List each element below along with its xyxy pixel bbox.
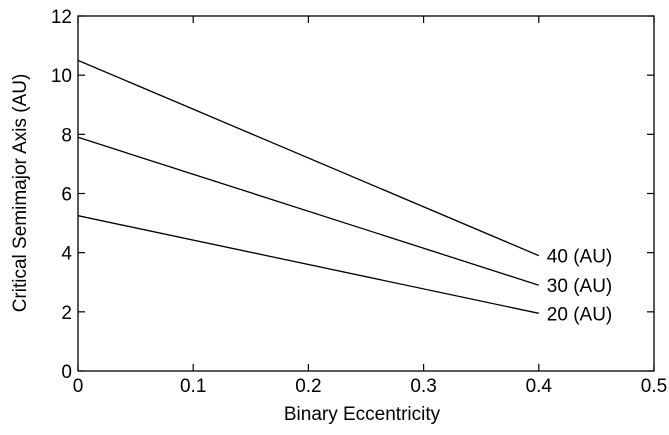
- y-tick-label: 12: [51, 7, 72, 28]
- y-axis-label: Critical Semimajor Axis (AU): [10, 74, 31, 313]
- series-line: [77, 136, 539, 286]
- x-tick-label: 0.2: [295, 376, 321, 397]
- x-tick-label: 0.5: [641, 376, 667, 397]
- series-label: 30 (AU): [547, 276, 612, 297]
- x-tick-label: 0.3: [410, 376, 436, 397]
- y-tick-label: 6: [61, 185, 72, 206]
- x-axis-label: Binary Eccentricity: [284, 404, 441, 425]
- x-tick-label: 0.1: [180, 376, 206, 397]
- x-tick-label: 0: [73, 376, 84, 397]
- x-tick-label: 0.4: [526, 376, 553, 397]
- y-tick-label: 10: [51, 66, 72, 87]
- series-line: [77, 59, 540, 257]
- series-line: [77, 215, 539, 314]
- y-tick-label: 0: [61, 362, 72, 383]
- series-label: 40 (AU): [547, 247, 612, 268]
- y-tick-label: 2: [61, 303, 72, 324]
- y-tick-label: 8: [61, 125, 72, 146]
- series-label: 20 (AU): [547, 304, 612, 325]
- y-tick-label: 4: [61, 244, 72, 265]
